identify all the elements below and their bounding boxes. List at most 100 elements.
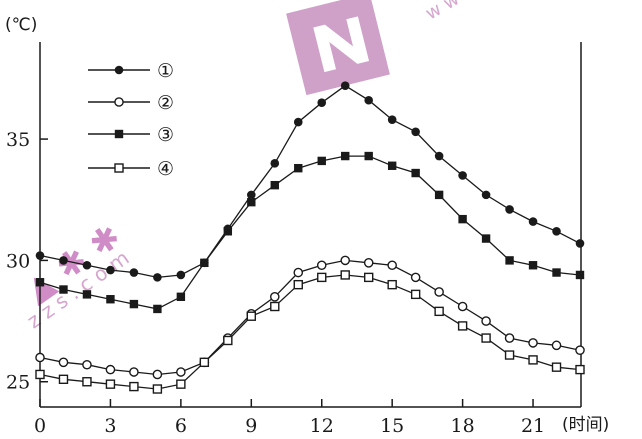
series-2-point bbox=[481, 316, 491, 326]
series-3-point bbox=[364, 151, 373, 161]
series-3-point bbox=[528, 261, 538, 270]
series-1-point bbox=[528, 217, 538, 226]
series-2-point bbox=[129, 367, 139, 377]
x-tick-label: 3 bbox=[104, 415, 116, 437]
legend-marker bbox=[114, 163, 124, 173]
series-2-point bbox=[528, 338, 538, 348]
series-1-point bbox=[59, 256, 68, 265]
series-3-point bbox=[552, 268, 561, 277]
series-3-point bbox=[153, 304, 162, 314]
series-1-point bbox=[340, 81, 350, 90]
series-1-point bbox=[317, 98, 327, 107]
series-1-point bbox=[293, 117, 303, 127]
series-1-point bbox=[481, 190, 491, 200]
series-4-point bbox=[58, 374, 69, 385]
series-3-point bbox=[200, 258, 209, 268]
series-2-point bbox=[410, 272, 421, 283]
series-3-point bbox=[317, 156, 326, 166]
series-3-point bbox=[505, 256, 514, 265]
series-1-point bbox=[364, 95, 373, 105]
series-3-point bbox=[458, 214, 467, 224]
series-2-point bbox=[82, 359, 92, 370]
series-3-point bbox=[35, 278, 45, 287]
series-4-point bbox=[551, 362, 562, 372]
series-4-point bbox=[363, 272, 374, 283]
series-4-point bbox=[270, 301, 280, 312]
series-1-point bbox=[458, 171, 467, 180]
series-1-point bbox=[270, 159, 280, 168]
series-1-point bbox=[35, 251, 45, 260]
legend-item-3: ③ bbox=[88, 124, 174, 146]
x-tick-label: 21 bbox=[521, 415, 545, 437]
series-2-point bbox=[575, 345, 585, 355]
legend-marker bbox=[114, 65, 124, 75]
series-4-point bbox=[223, 335, 233, 346]
series-3-point bbox=[434, 190, 444, 200]
series-4-point bbox=[457, 321, 468, 331]
legend-label: ③ bbox=[157, 124, 174, 146]
series-4-point bbox=[105, 379, 116, 389]
series-1-point bbox=[575, 239, 585, 248]
x-tick-label: 18 bbox=[451, 415, 475, 437]
series-2-point bbox=[387, 260, 397, 271]
series-1-point bbox=[153, 273, 162, 282]
series-layer bbox=[35, 81, 585, 394]
series-4-point bbox=[481, 333, 491, 343]
series-3-point bbox=[106, 295, 115, 304]
series-1-point bbox=[106, 265, 115, 275]
series-3-point bbox=[341, 151, 350, 161]
series-4-point bbox=[434, 306, 444, 317]
series-4-point bbox=[176, 379, 186, 389]
series-3-point bbox=[129, 299, 139, 309]
legend-label: ④ bbox=[157, 158, 174, 180]
x-tick-label: 9 bbox=[245, 415, 257, 437]
series-4-point bbox=[152, 384, 163, 394]
series-4-point bbox=[317, 272, 327, 283]
series-4-point bbox=[199, 357, 210, 368]
series-3-point bbox=[575, 270, 585, 280]
series-1-point bbox=[387, 115, 397, 124]
series-2-point bbox=[152, 369, 163, 380]
series-2-point bbox=[176, 367, 186, 377]
series-4-point bbox=[504, 350, 515, 360]
legend-item-2: ② bbox=[88, 92, 174, 114]
series-4-point bbox=[129, 381, 139, 392]
svg-text:w w: w w bbox=[422, 0, 463, 24]
series-1-point bbox=[247, 190, 256, 200]
series-2-point bbox=[58, 357, 69, 368]
y-axis-unit-label: (℃) bbox=[5, 15, 37, 35]
x-tick-label: 6 bbox=[175, 415, 187, 437]
legend: ① ② ③ ④ bbox=[88, 60, 174, 180]
x-ticks: 0 3 6 9 12 15 18 21 bbox=[34, 399, 545, 437]
series-3-line bbox=[39, 155, 581, 310]
y-tick-label: 25 bbox=[6, 372, 30, 394]
legend-label: ① bbox=[157, 60, 174, 82]
series-2-point bbox=[504, 333, 515, 343]
series-3-point bbox=[223, 227, 233, 236]
series-3-point bbox=[294, 163, 303, 173]
series-3-point bbox=[411, 168, 420, 178]
series-4-point bbox=[410, 289, 421, 300]
series-3-point bbox=[59, 285, 68, 294]
x-axis-unit-label: (时间) bbox=[562, 415, 609, 435]
series-3-point bbox=[82, 290, 92, 299]
series-1-point bbox=[411, 127, 420, 137]
x-tick-label: 0 bbox=[34, 415, 46, 437]
series-4-point bbox=[35, 369, 45, 380]
series-2-point bbox=[434, 287, 444, 297]
series-3-point bbox=[270, 180, 279, 190]
series-4-point bbox=[246, 311, 257, 321]
legend-label: ② bbox=[157, 92, 174, 114]
series-2 bbox=[35, 255, 585, 380]
x-tick-label: 15 bbox=[380, 415, 404, 437]
series-1-point bbox=[129, 268, 139, 277]
series-4-point bbox=[387, 279, 397, 290]
series-2-point bbox=[105, 364, 116, 375]
series-4-point bbox=[575, 364, 585, 375]
legend-item-4: ④ bbox=[88, 158, 174, 180]
y-tick-label: 30 bbox=[6, 250, 30, 272]
series-3 bbox=[35, 151, 585, 314]
legend-item-1: ① bbox=[88, 60, 174, 82]
series-1-point bbox=[176, 270, 186, 280]
